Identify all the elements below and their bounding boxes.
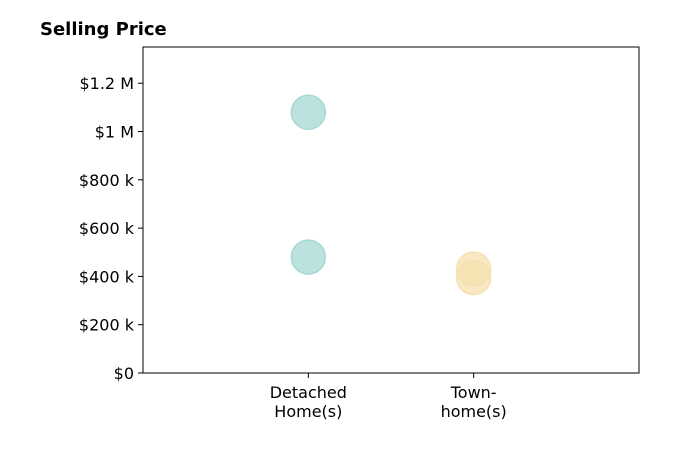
y-tick-label: $1.2 M xyxy=(79,74,134,93)
point xyxy=(290,239,327,275)
y-tick-label: $1 M xyxy=(95,123,134,142)
y-tick-label: $800 k xyxy=(79,171,135,190)
x-tick-label: Detached Home(s) xyxy=(270,383,347,421)
y-tick-label: $200 k xyxy=(79,316,135,335)
y-tick-label: $400 k xyxy=(79,267,135,286)
point xyxy=(455,259,492,296)
point xyxy=(290,94,327,130)
chart-title: Selling Price xyxy=(40,19,167,40)
x-tick-label: Town-home(s) xyxy=(441,383,507,421)
plot-frame xyxy=(142,46,640,374)
y-tick-label: $0 xyxy=(114,364,134,383)
y-tick-label: $600 k xyxy=(79,219,135,238)
